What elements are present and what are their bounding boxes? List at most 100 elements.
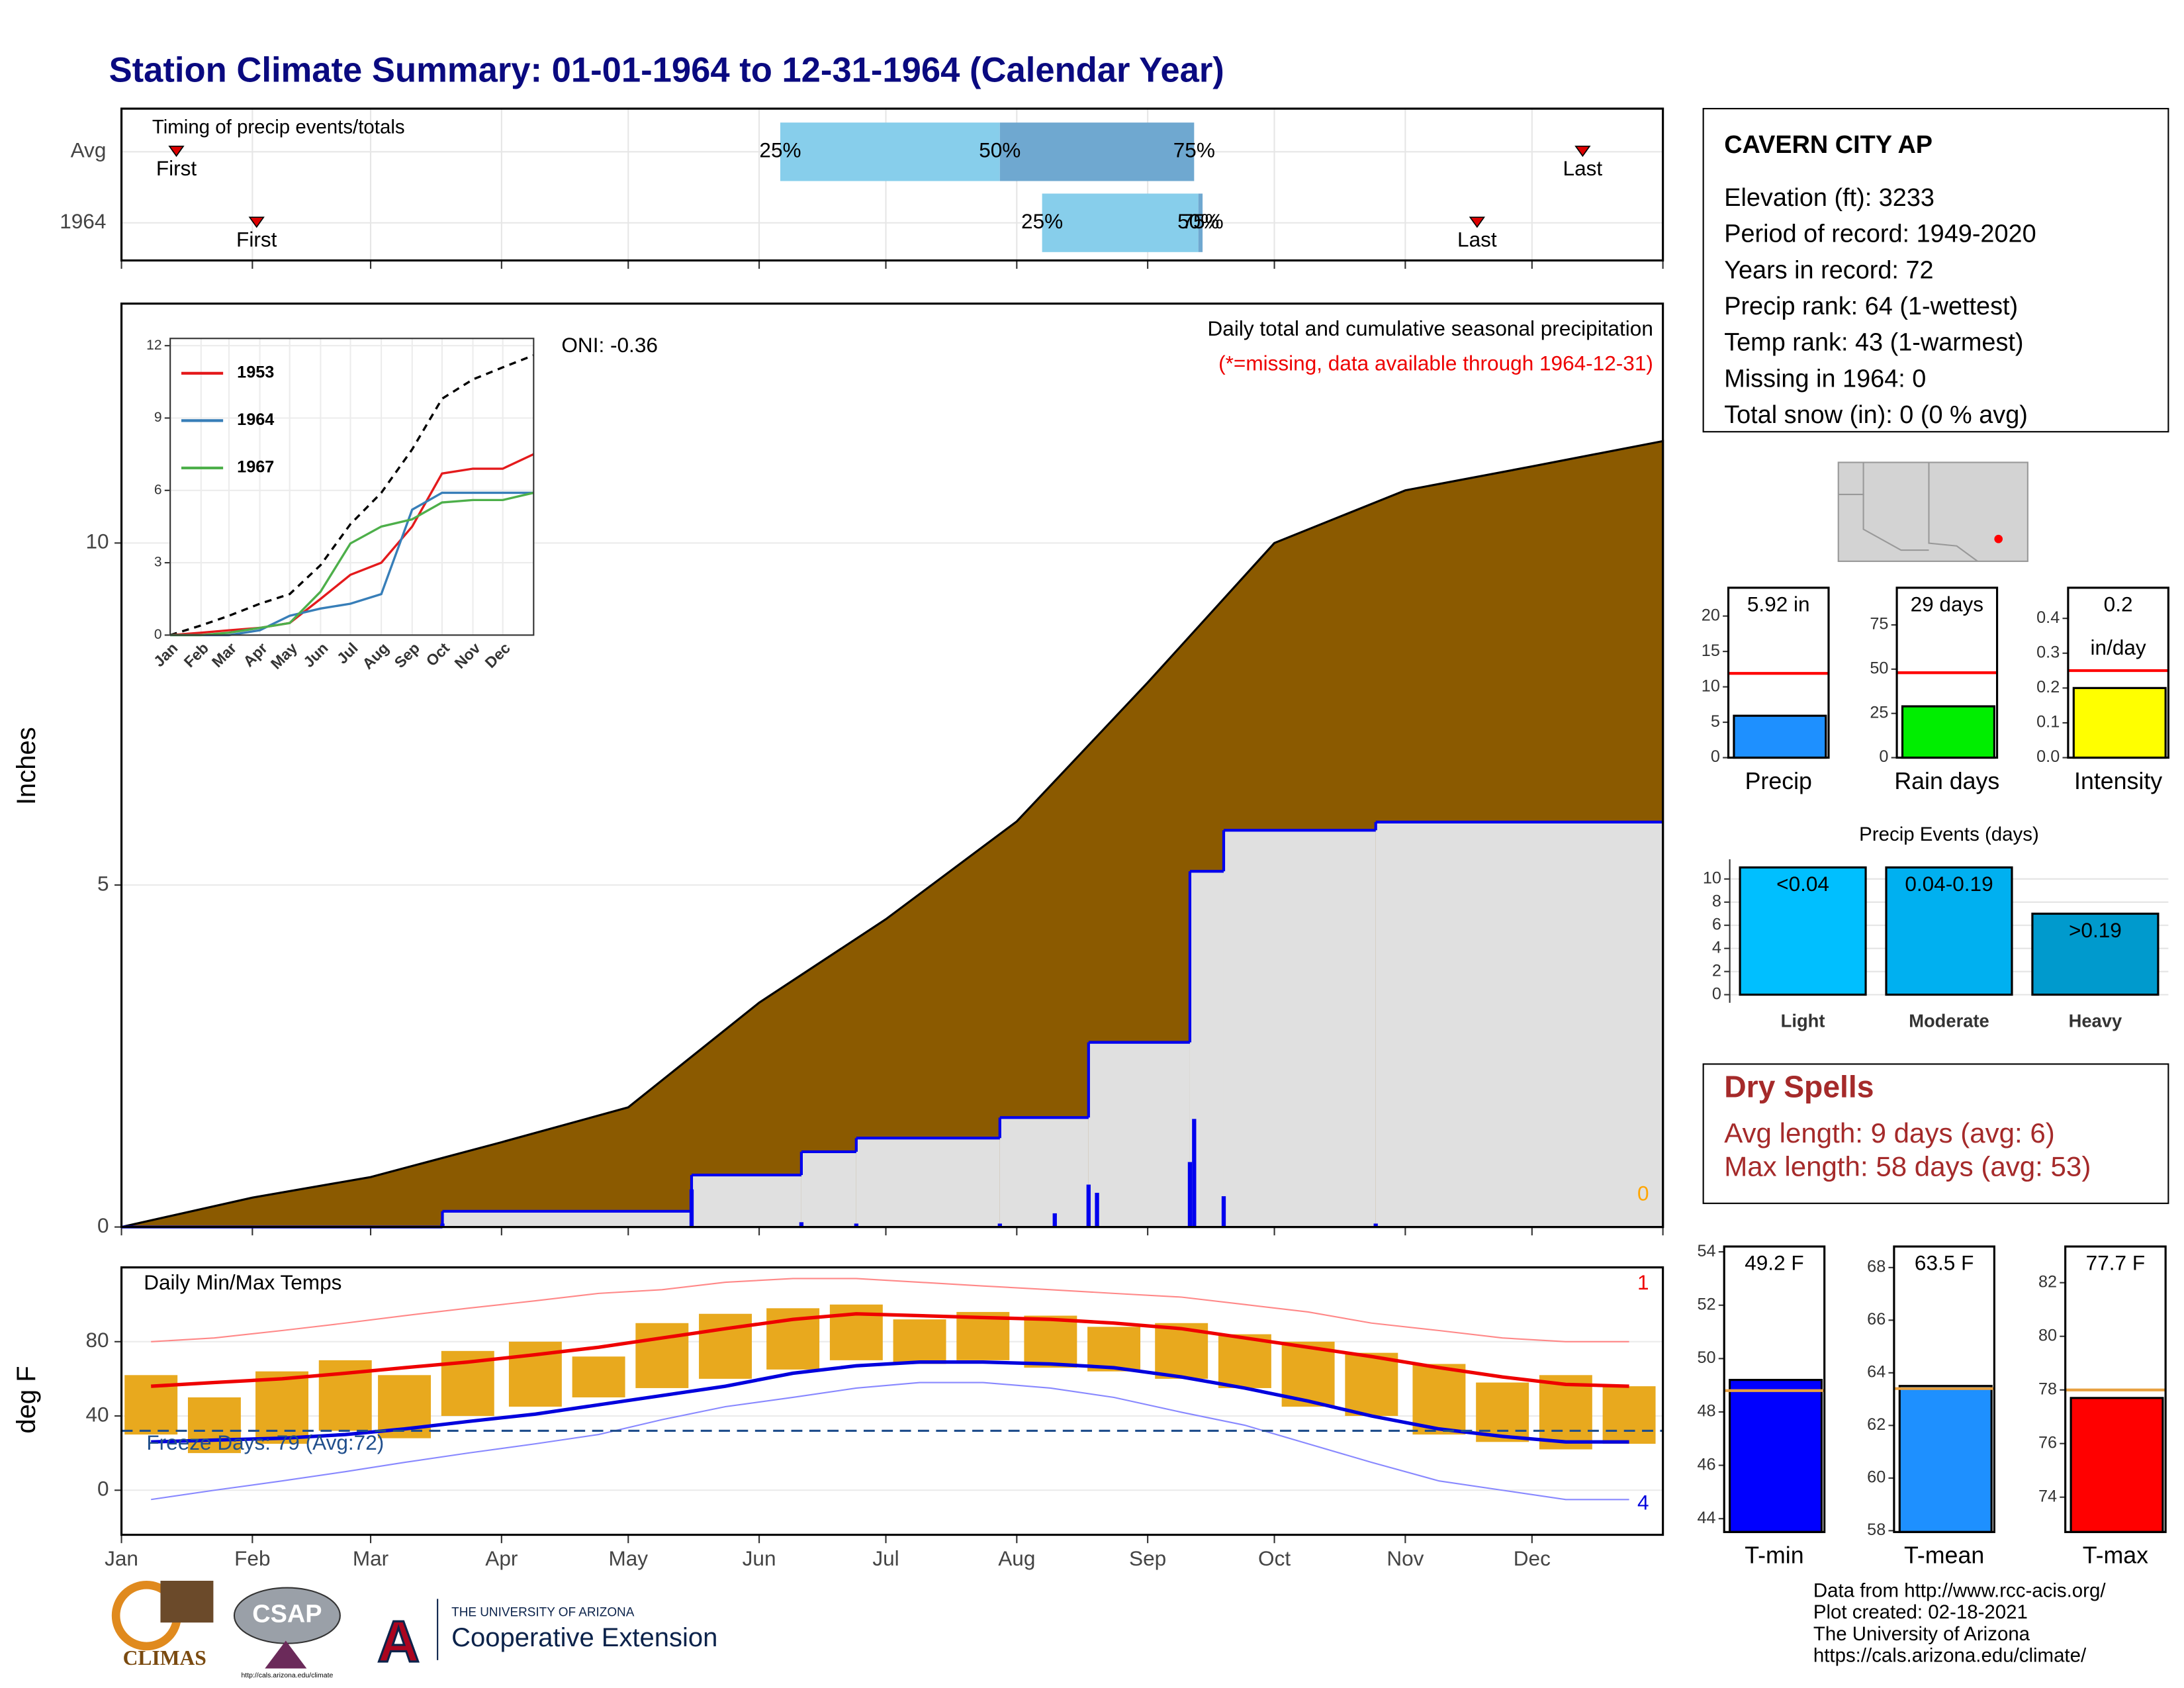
minibar bbox=[1898, 1385, 1993, 1533]
quartile-label: 50% bbox=[979, 138, 1021, 162]
minibar-label: T-mean bbox=[1904, 1542, 1984, 1569]
daily-precip-bar bbox=[689, 1189, 694, 1227]
record-low-line bbox=[151, 1382, 1629, 1501]
panel-frame bbox=[120, 303, 1664, 1229]
quartile-label: 75% bbox=[1182, 209, 1224, 233]
y-tick-label: 0.0 bbox=[2036, 747, 2060, 766]
temp-range-bar bbox=[1087, 1327, 1141, 1372]
daily-precip-bar bbox=[1187, 1162, 1193, 1227]
temp-range-bar bbox=[1345, 1352, 1398, 1417]
quartile-bar bbox=[999, 122, 1195, 181]
quartile-label: 50% bbox=[1177, 209, 1219, 233]
quartile-bar bbox=[1042, 193, 1199, 252]
y-tick-label: 4 bbox=[1712, 938, 1721, 957]
y-tick-label: 6 bbox=[154, 482, 162, 497]
y-tick-label: 6 bbox=[1712, 915, 1721, 933]
y-tick-label: 50 bbox=[1697, 1348, 1715, 1367]
logos: CLIMAS CSAP http://cals.arizona.edu/clim… bbox=[111, 1580, 717, 1679]
temp-range-bar bbox=[1024, 1315, 1077, 1368]
year-cumulative-area bbox=[856, 1138, 1000, 1227]
event-marker bbox=[248, 216, 265, 228]
y-tick-label: 60 bbox=[1867, 1468, 1886, 1487]
temp-range-bar bbox=[1476, 1382, 1529, 1442]
year-cumulative-area bbox=[1088, 1042, 1190, 1227]
daily-precip-bar bbox=[1192, 1119, 1197, 1227]
legend-label: 1967 bbox=[237, 458, 274, 477]
year-cumulative-area bbox=[691, 1175, 801, 1227]
csap-text: CSAP bbox=[252, 1601, 322, 1628]
footer-line: https://cals.arizona.edu/climate/ bbox=[1813, 1644, 2087, 1666]
x-tick-label: Moderate bbox=[1909, 1011, 1989, 1031]
minibar-value-label: 29 days bbox=[1911, 592, 1984, 616]
y-tick-label: 0.4 bbox=[2036, 608, 2060, 627]
year-cumulative-area bbox=[999, 1117, 1089, 1227]
info-box bbox=[1702, 108, 2169, 433]
station-line: Years in record: 72 bbox=[1724, 256, 1933, 284]
x-tick-label: Apr bbox=[485, 1546, 518, 1570]
temp-range-bar bbox=[255, 1371, 308, 1444]
event-label: Last bbox=[1563, 156, 1603, 180]
event-marker bbox=[168, 146, 185, 158]
y-tick-label: 0 bbox=[97, 1477, 109, 1501]
row-label: Avg bbox=[71, 138, 107, 162]
temp-range-bar bbox=[1412, 1364, 1466, 1435]
footer-line: Plot created: 02-18-2021 bbox=[1813, 1601, 2028, 1623]
y-tick-label: 0.2 bbox=[2036, 678, 2060, 696]
daily-precip-bar bbox=[1221, 1196, 1226, 1227]
minibar-label: T-max bbox=[2083, 1542, 2148, 1569]
y-tick-label: 25 bbox=[1870, 703, 1888, 722]
y-tick-label: 0.1 bbox=[2036, 713, 2060, 731]
y-tick-label: 10 bbox=[86, 530, 109, 553]
y-tick-label: 20 bbox=[1702, 606, 1720, 624]
map-border bbox=[1928, 462, 1978, 562]
y-tick-label: 0.3 bbox=[2036, 643, 2060, 661]
cumulative-line bbox=[170, 453, 535, 637]
event-bar bbox=[1885, 866, 2013, 996]
y-tick-label: 0 bbox=[1711, 747, 1720, 766]
oni-annotation: ONI: -0.36 bbox=[561, 333, 658, 357]
daily-precip-bar bbox=[799, 1222, 804, 1227]
y-tick-label: 10 bbox=[1703, 869, 1721, 888]
minibar-value-label: 0.2 bbox=[2104, 592, 2133, 616]
bin-label: 0.04-0.19 bbox=[1905, 872, 1993, 896]
quartile-label: 75% bbox=[1173, 138, 1215, 162]
footer-line: Data from http://www.rcc-acis.org/ bbox=[1813, 1580, 2106, 1602]
csap-url: http://cals.arizona.edu/climate bbox=[241, 1671, 333, 1679]
y-tick-label: 54 bbox=[1697, 1242, 1715, 1260]
minibar-label: Rain days bbox=[1894, 768, 1999, 794]
record-low-count: 4 bbox=[1637, 1491, 1649, 1515]
legend-label: 1953 bbox=[237, 363, 274, 382]
panel-subtitle: (*=missing, data available through 1964-… bbox=[1218, 352, 1653, 375]
minibar-frame bbox=[1727, 586, 1830, 759]
freeze-label: Freeze Days: 79 (Avg:72) bbox=[146, 1430, 384, 1454]
event-label: Last bbox=[1457, 227, 1497, 251]
y-tick-label: 46 bbox=[1697, 1455, 1715, 1474]
x-tick-label: Jul bbox=[872, 1546, 899, 1570]
minibar-unit: in/day bbox=[2091, 635, 2146, 659]
panel-frame bbox=[120, 107, 1664, 262]
y-tick-label: 82 bbox=[2038, 1272, 2057, 1291]
station-line: Precip rank: 64 (1-wettest) bbox=[1724, 293, 2018, 320]
y-tick-label: 80 bbox=[2038, 1326, 2057, 1344]
minibar bbox=[1729, 1379, 1823, 1533]
cumulative-line bbox=[169, 354, 534, 637]
x-tick-label: Light bbox=[1781, 1011, 1825, 1031]
panel-frame bbox=[120, 1266, 1664, 1536]
daily-precip-bar bbox=[1095, 1192, 1099, 1227]
minibar bbox=[1901, 705, 1995, 759]
y-tick-label: 5 bbox=[97, 871, 109, 895]
panel-title: Daily Min/Max Temps bbox=[144, 1270, 341, 1294]
row-label: 1964 bbox=[60, 209, 106, 233]
y-tick-label: 0 bbox=[1879, 747, 1888, 766]
map-border bbox=[1862, 494, 1929, 551]
csap-mountain bbox=[265, 1640, 307, 1669]
x-tick-label: Feb bbox=[234, 1546, 270, 1570]
footer-line: The University of Arizona bbox=[1813, 1623, 2030, 1645]
y-tick-label: 0 bbox=[97, 1213, 109, 1237]
page-title: Station Climate Summary: 01-01-1964 to 1… bbox=[109, 50, 1224, 89]
station-line: Elevation (ft): 3233 bbox=[1724, 184, 1934, 212]
y-tick-label: 78 bbox=[2038, 1380, 2057, 1398]
x-tick-label: Aug bbox=[998, 1546, 1035, 1570]
x-tick-label: Dec bbox=[1514, 1546, 1551, 1570]
